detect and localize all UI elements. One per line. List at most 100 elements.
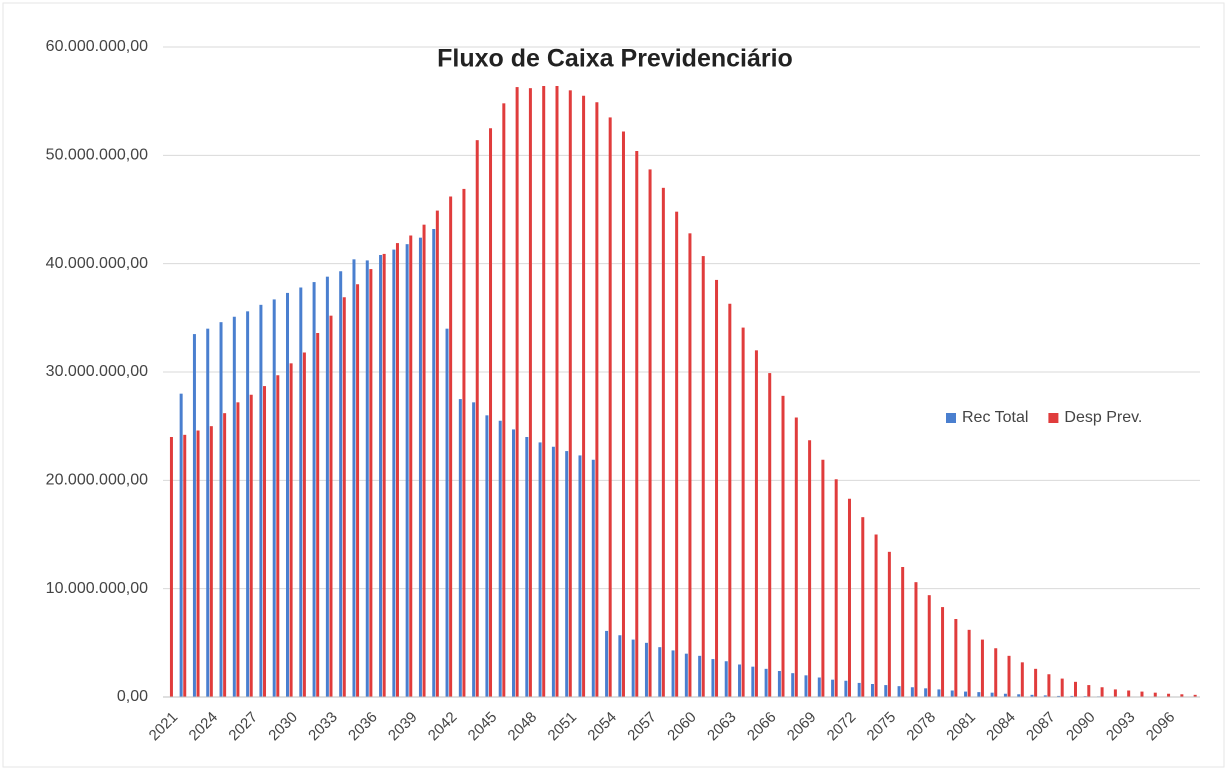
bar <box>302 352 306 697</box>
bar <box>804 675 808 697</box>
bar <box>768 373 772 697</box>
bar <box>528 88 532 697</box>
bar <box>1057 695 1061 697</box>
bar <box>379 255 383 697</box>
bar <box>542 86 546 697</box>
bar <box>1100 687 1104 697</box>
bar <box>458 399 462 697</box>
y-tick-label: 20.000.000,00 <box>46 472 148 489</box>
bar <box>887 551 891 697</box>
bar <box>356 284 360 697</box>
bar <box>1087 685 1091 697</box>
bar <box>485 415 489 697</box>
bar <box>1030 694 1034 697</box>
bar <box>538 442 542 697</box>
bar <box>1127 690 1131 697</box>
bar <box>369 269 373 697</box>
bar <box>777 671 781 697</box>
bar <box>901 567 905 697</box>
bar <box>874 534 878 697</box>
bar <box>1167 693 1171 697</box>
bar <box>1140 691 1144 697</box>
bar <box>219 322 223 697</box>
bar <box>924 688 928 697</box>
bar <box>1043 695 1047 697</box>
bar <box>980 639 984 697</box>
bar <box>595 102 599 697</box>
bar <box>728 303 732 697</box>
bar <box>1180 694 1184 697</box>
bar <box>236 402 240 697</box>
legend-label: Desp Prev. <box>1064 409 1142 426</box>
bar <box>246 311 250 697</box>
bar <box>764 668 768 697</box>
bar <box>1070 695 1074 697</box>
bar <box>671 650 675 697</box>
bar <box>206 328 210 697</box>
bar <box>794 417 798 697</box>
bar <box>884 685 888 697</box>
bar <box>910 687 914 697</box>
bar <box>325 276 329 697</box>
bar <box>392 249 396 698</box>
bar <box>276 375 280 697</box>
bar <box>605 630 609 697</box>
bar <box>263 386 267 697</box>
bar <box>711 659 715 697</box>
bar <box>183 434 187 697</box>
bar <box>169 437 173 697</box>
bar <box>990 692 994 697</box>
bar <box>223 413 227 697</box>
y-tick-label: 0,00 <box>117 688 148 705</box>
bar <box>621 131 625 697</box>
bar <box>502 103 506 698</box>
bar <box>861 517 865 697</box>
bar <box>565 451 569 697</box>
bar <box>475 140 479 697</box>
bar <box>857 682 861 697</box>
bar <box>821 459 825 697</box>
bar <box>927 595 931 697</box>
bar <box>897 686 901 697</box>
bar <box>618 635 622 697</box>
bar <box>808 440 812 697</box>
chart-title: Fluxo de Caixa Previdenciário <box>437 45 793 73</box>
bar <box>582 95 586 697</box>
bar <box>422 224 426 697</box>
bar <box>661 187 665 698</box>
bar <box>847 498 851 697</box>
bar <box>648 169 652 697</box>
bar <box>232 316 236 697</box>
bar <box>724 661 728 697</box>
bar <box>259 304 263 697</box>
bar <box>1193 694 1197 697</box>
bar <box>272 299 276 697</box>
bar <box>339 271 343 697</box>
bar <box>192 334 196 697</box>
bar <box>914 582 918 697</box>
bar <box>209 426 213 697</box>
bar <box>967 629 971 697</box>
bar <box>489 128 493 697</box>
bar <box>525 437 529 697</box>
bar <box>1003 693 1007 697</box>
y-tick-label: 40.000.000,00 <box>46 255 148 272</box>
bar <box>445 328 449 697</box>
bar <box>684 653 688 697</box>
legend-swatch <box>1048 413 1059 423</box>
bar <box>498 420 502 697</box>
bar <box>435 210 439 698</box>
bar <box>555 86 559 697</box>
y-tick-label: 50.000.000,00 <box>46 147 148 164</box>
bar <box>299 287 303 697</box>
bar <box>701 256 705 697</box>
bar <box>289 363 293 697</box>
bar <box>1034 668 1038 697</box>
bar <box>179 393 183 697</box>
y-tick-label: 60.000.000,00 <box>46 38 148 55</box>
bar <box>781 395 785 697</box>
bar <box>1060 678 1064 697</box>
bar <box>937 689 941 697</box>
bar <box>954 619 958 697</box>
bar <box>698 655 702 697</box>
